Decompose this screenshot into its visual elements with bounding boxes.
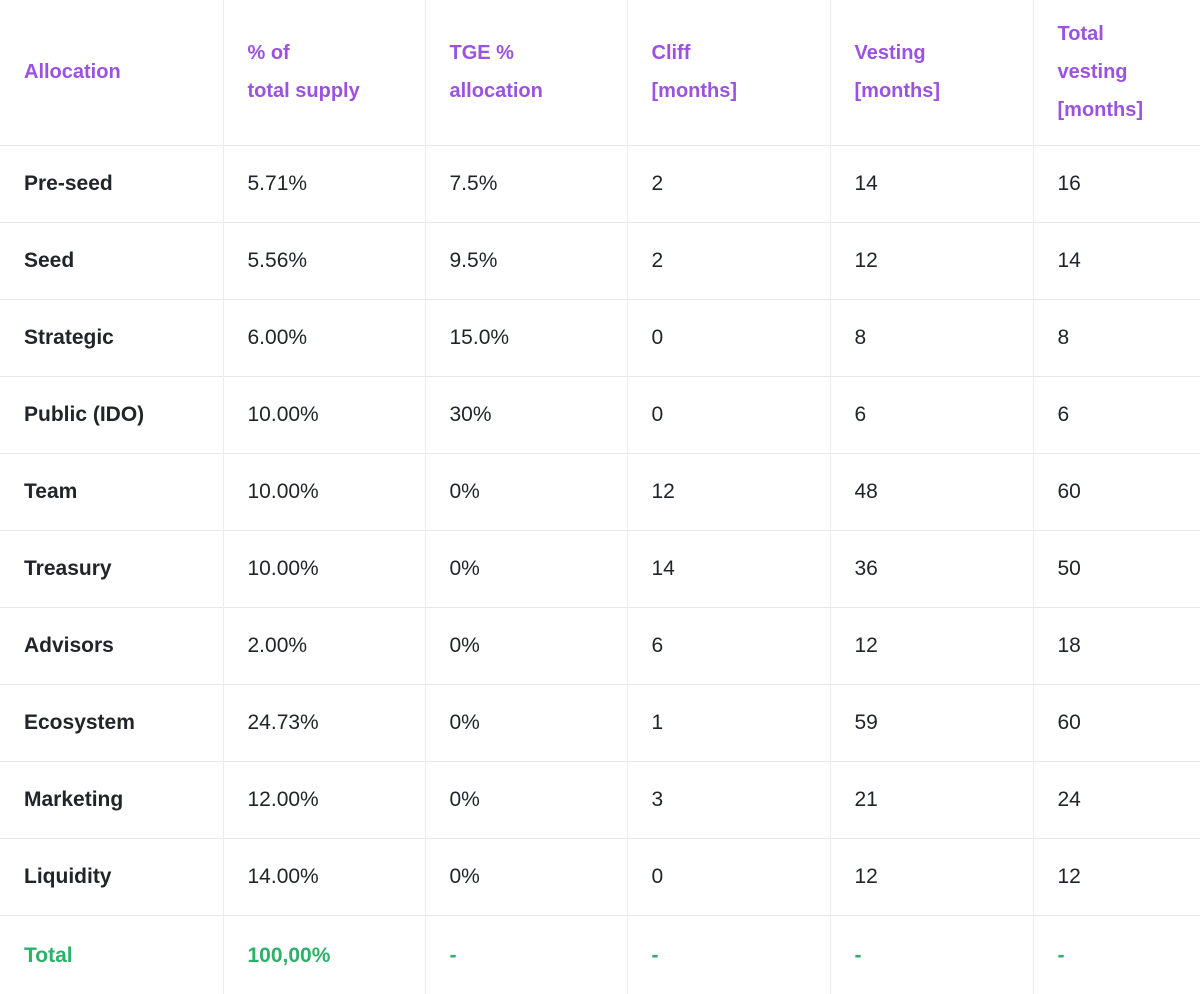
column-header-total-vesting-months: Total vesting [months] [1032, 0, 1200, 145]
column-header-line: [months] [1057, 99, 1144, 122]
table-row: Treasury 10.00% 0% 14 36 50 [0, 529, 1200, 607]
value-cell-tge-pct-allocation: 0% [424, 606, 627, 684]
value-cell-vesting-months: - [829, 914, 1033, 994]
allocation-cell: Treasury [0, 529, 223, 607]
table-row: Pre-seed 5.71% 7.5% 2 14 16 [0, 144, 1200, 222]
allocation-cell: Liquidity [0, 837, 223, 915]
table-row: Advisors 2.00% 0% 6 12 18 [0, 606, 1200, 684]
value-cell-total-vesting-months: 50 [1032, 529, 1200, 607]
value-cell-total-vesting-months: 60 [1032, 683, 1200, 761]
value-cell-tge-pct-allocation: - [424, 914, 627, 994]
value-cell-total-vesting-months: - [1032, 914, 1200, 994]
allocation-cell: Ecosystem [0, 683, 223, 761]
table-row: Marketing 12.00% 0% 3 21 24 [0, 760, 1200, 838]
column-header-cliff-months: Cliff [months] [626, 0, 830, 145]
value-cell-tge-pct-allocation: 7.5% [424, 144, 627, 222]
table-row: Team 10.00% 0% 12 48 60 [0, 452, 1200, 530]
value-cell-pct-total-supply: 5.71% [222, 144, 425, 222]
table-header: Allocation % of total supply TGE % allocatio… [0, 0, 1200, 145]
value-cell-vesting-months: 21 [829, 760, 1033, 838]
column-header-pct-total-supply: % of total supply [222, 0, 425, 145]
column-header-line: [months] [854, 80, 941, 103]
table-body: Pre-seed 5.71% 7.5% 2 14 16 Seed 5.56% 9.5% 2 12 14… [0, 144, 1200, 994]
table-row: Seed 5.56% 9.5% 2 12 14 [0, 221, 1200, 299]
value-cell-vesting-months: 6 [829, 375, 1033, 453]
allocation-cell: Seed [0, 221, 223, 299]
table-row: Liquidity 14.00% 0% 0 12 12 [0, 837, 1200, 915]
value-cell-pct-total-supply: 10.00% [222, 375, 425, 453]
value-cell-vesting-months: 48 [829, 452, 1033, 530]
column-header-line: vesting [1057, 61, 1128, 84]
value-cell-total-vesting-months: 12 [1032, 837, 1200, 915]
value-cell-pct-total-supply: 100,00% [222, 914, 425, 994]
value-cell-total-vesting-months: 24 [1032, 760, 1200, 838]
total-row: Total 100,00% - - - - [0, 914, 1200, 994]
table-row: Public (IDO) 10.00% 30% 0 6 6 [0, 375, 1200, 453]
value-cell-cliff-months: 0 [626, 375, 830, 453]
value-cell-vesting-months: 8 [829, 298, 1033, 376]
value-cell-cliff-months: 12 [626, 452, 830, 530]
value-cell-tge-pct-allocation: 0% [424, 760, 627, 838]
table-row: Strategic 6.00% 15.0% 0 8 8 [0, 298, 1200, 376]
value-cell-total-vesting-months: 6 [1032, 375, 1200, 453]
value-cell-tge-pct-allocation: 30% [424, 375, 627, 453]
column-header-vesting-months: Vesting [months] [829, 0, 1033, 145]
value-cell-tge-pct-allocation: 0% [424, 529, 627, 607]
value-cell-cliff-months: 3 [626, 760, 830, 838]
value-cell-tge-pct-allocation: 0% [424, 837, 627, 915]
value-cell-pct-total-supply: 10.00% [222, 529, 425, 607]
value-cell-tge-pct-allocation: 9.5% [424, 221, 627, 299]
value-cell-vesting-months: 12 [829, 837, 1033, 915]
value-cell-total-vesting-months: 14 [1032, 221, 1200, 299]
value-cell-vesting-months: 59 [829, 683, 1033, 761]
value-cell-pct-total-supply: 24.73% [222, 683, 425, 761]
column-header-line: % of [247, 42, 290, 65]
allocation-cell: Advisors [0, 606, 223, 684]
allocation-cell: Marketing [0, 760, 223, 838]
value-cell-total-vesting-months: 8 [1032, 298, 1200, 376]
value-cell-tge-pct-allocation: 0% [424, 683, 627, 761]
value-cell-tge-pct-allocation: 15.0% [424, 298, 627, 376]
column-header-line: TGE % [449, 42, 514, 65]
allocation-cell: Team [0, 452, 223, 530]
column-header-line: [months] [651, 80, 738, 103]
value-cell-pct-total-supply: 6.00% [222, 298, 425, 376]
value-cell-cliff-months: 14 [626, 529, 830, 607]
column-header-line: allocation [449, 80, 543, 103]
column-header-line: Vesting [854, 42, 926, 65]
allocation-cell: Public (IDO) [0, 375, 223, 453]
value-cell-cliff-months: 6 [626, 606, 830, 684]
column-header-line: Total [1057, 23, 1104, 46]
value-cell-pct-total-supply: 5.56% [222, 221, 425, 299]
column-header-line: Cliff [651, 42, 691, 65]
value-cell-total-vesting-months: 60 [1032, 452, 1200, 530]
header-row: Allocation % of total supply TGE % allocatio… [0, 0, 1200, 145]
column-header-allocation: Allocation [0, 0, 223, 145]
value-cell-cliff-months: 0 [626, 298, 830, 376]
column-header-line: Allocation [24, 61, 121, 84]
value-cell-vesting-months: 12 [829, 606, 1033, 684]
value-cell-pct-total-supply: 12.00% [222, 760, 425, 838]
value-cell-total-vesting-months: 16 [1032, 144, 1200, 222]
allocation-cell: Strategic [0, 298, 223, 376]
value-cell-cliff-months: 0 [626, 837, 830, 915]
value-cell-cliff-months: 1 [626, 683, 830, 761]
value-cell-cliff-months: 2 [626, 221, 830, 299]
value-cell-cliff-months: - [626, 914, 830, 994]
value-cell-vesting-months: 14 [829, 144, 1033, 222]
table-row: Ecosystem 24.73% 0% 1 59 60 [0, 683, 1200, 761]
column-header-line: total supply [247, 80, 360, 103]
value-cell-total-vesting-months: 18 [1032, 606, 1200, 684]
column-header-tge-pct-allocation: TGE % allocation [424, 0, 627, 145]
value-cell-vesting-months: 36 [829, 529, 1033, 607]
value-cell-pct-total-supply: 14.00% [222, 837, 425, 915]
value-cell-tge-pct-allocation: 0% [424, 452, 627, 530]
value-cell-pct-total-supply: 10.00% [222, 452, 425, 530]
value-cell-pct-total-supply: 2.00% [222, 606, 425, 684]
allocation-cell: Total [0, 914, 223, 994]
value-cell-vesting-months: 12 [829, 221, 1033, 299]
allocation-cell: Pre-seed [0, 144, 223, 222]
value-cell-cliff-months: 2 [626, 144, 830, 222]
